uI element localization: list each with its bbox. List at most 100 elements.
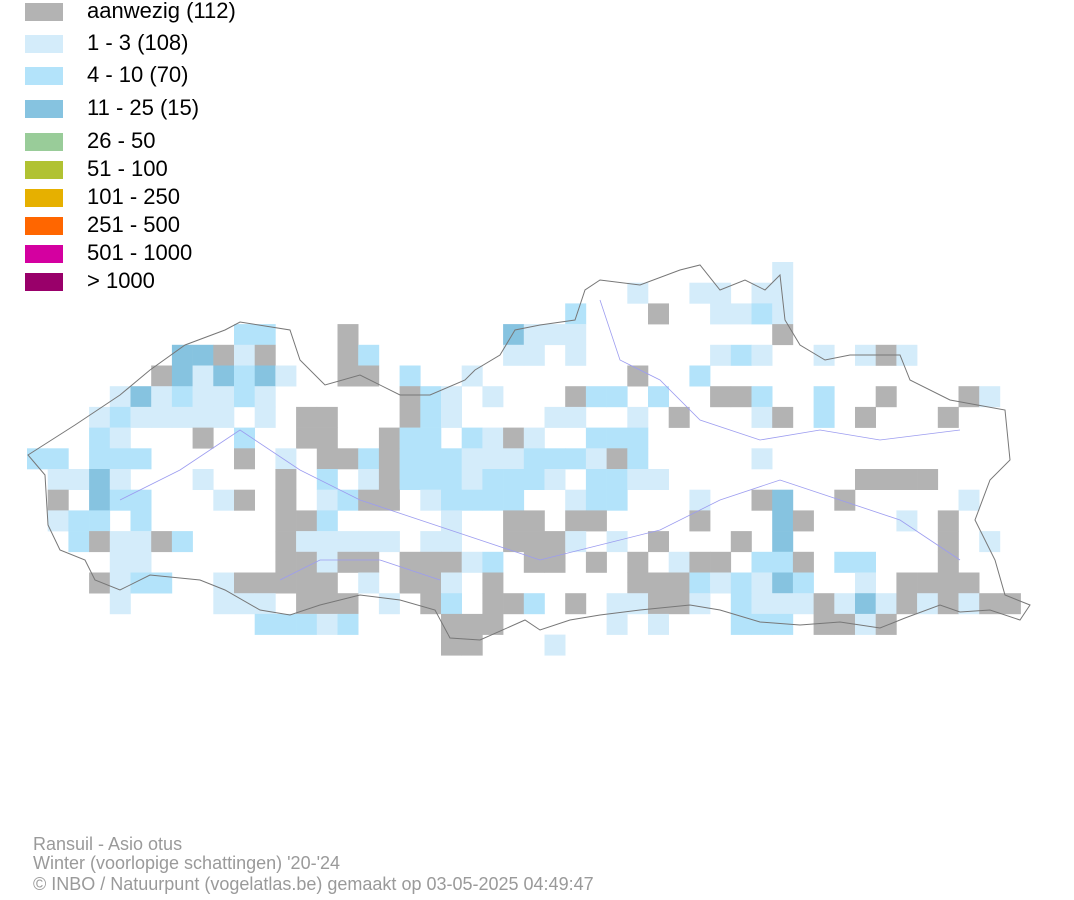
grid-cell	[275, 531, 297, 553]
grid-cell	[896, 344, 918, 366]
grid-cell	[565, 406, 587, 428]
grid-cell	[875, 469, 897, 490]
grid-cell	[544, 551, 566, 573]
grid-cell	[565, 303, 587, 325]
grid-cell	[627, 282, 649, 304]
grid-cell	[855, 469, 876, 490]
grid-cell	[606, 427, 628, 449]
grid-cell	[585, 551, 607, 573]
grid-cell	[503, 324, 525, 346]
legend-label: 51 - 100	[87, 156, 168, 181]
legend-swatch	[25, 100, 63, 118]
grid-cell	[130, 510, 152, 532]
grid-cell	[296, 510, 318, 532]
grid-cell	[772, 593, 794, 615]
grid-cell	[503, 448, 525, 470]
grid-cell	[89, 510, 111, 532]
grid-cell	[47, 469, 69, 490]
grid-cell	[689, 510, 711, 532]
grid-cell	[565, 324, 587, 346]
grid-cell	[565, 344, 587, 366]
grid-cell	[358, 489, 380, 511]
legend-label: 501 - 1000	[87, 240, 192, 265]
grid-cell	[296, 531, 318, 553]
grid-cell	[937, 531, 959, 553]
grid-cell	[855, 572, 876, 594]
grid-cell	[999, 593, 1021, 615]
grid-cell	[441, 593, 462, 615]
grid-cell	[89, 531, 111, 553]
grid-cell	[254, 324, 276, 346]
grid-cell	[896, 510, 918, 532]
grid-cell	[192, 386, 214, 408]
grid-cell	[834, 593, 856, 615]
legend-swatch	[25, 273, 63, 291]
grid-cell	[213, 344, 235, 366]
grid-cell	[730, 593, 752, 615]
grid-cell	[813, 593, 835, 615]
grid-cell	[585, 427, 607, 449]
grid-cell	[337, 489, 359, 511]
grid-cell	[503, 489, 525, 511]
grid-cell	[420, 448, 442, 470]
grid-cell	[316, 551, 338, 573]
legend-label: > 1000	[87, 268, 155, 293]
grid-cell	[171, 531, 193, 553]
grid-cell	[441, 634, 462, 656]
grid-cell	[461, 469, 483, 490]
grid-cell	[109, 448, 131, 470]
legend-label: 11 - 25 (15)	[87, 95, 199, 120]
grid-cell	[730, 344, 752, 366]
grid-cell	[461, 634, 483, 656]
grid-cell	[378, 448, 400, 470]
legend-label: 251 - 500	[87, 212, 180, 237]
grid-cell	[958, 386, 980, 408]
grid-cell	[171, 406, 193, 428]
grid-cell	[979, 593, 1001, 615]
grid-cell	[441, 613, 462, 635]
legend-swatch	[25, 161, 63, 179]
grid-cell	[254, 593, 276, 615]
grid-cell	[482, 613, 504, 635]
grid-cell	[482, 551, 504, 573]
grid-cell	[751, 303, 773, 325]
grid-cell	[544, 406, 566, 428]
grid-cell	[130, 386, 152, 408]
grid-cell	[710, 344, 732, 366]
grid-cell	[337, 448, 359, 470]
grid-cell	[710, 551, 732, 573]
grid-cell	[441, 469, 462, 490]
grid-cell	[751, 551, 773, 573]
grid-cell	[875, 613, 897, 635]
grid-cell	[358, 469, 380, 490]
grid-cell	[523, 448, 545, 470]
grid-cell	[772, 406, 794, 428]
footer-species: Ransuil - Asio otus	[33, 834, 182, 854]
grid-cell	[275, 613, 297, 635]
grid-cell	[337, 613, 359, 635]
grid-cell	[275, 572, 297, 594]
grid-cell	[730, 531, 752, 553]
grid-cell	[668, 551, 690, 573]
footer-credit: © INBO / Natuurpunt (vogelatlas.be) gema…	[33, 874, 594, 894]
grid-cell	[565, 531, 587, 553]
grid-cell	[751, 489, 773, 511]
grid-cell	[130, 572, 152, 594]
grid-cell	[337, 324, 359, 346]
grid-cell	[627, 406, 649, 428]
grid-cell	[751, 448, 773, 470]
grid-cell	[151, 386, 173, 408]
grid-cell	[337, 531, 359, 553]
grid-cell	[234, 386, 255, 408]
grid-cell	[585, 469, 607, 490]
grid-cell	[523, 469, 545, 490]
grid-cell	[565, 593, 587, 615]
grid-cell	[47, 448, 69, 470]
grid-cell	[648, 613, 669, 635]
grid-cell	[254, 572, 276, 594]
grid-cell	[606, 469, 628, 490]
grid-cell	[275, 551, 297, 573]
grid-cell	[772, 531, 794, 553]
grid-cell	[689, 593, 711, 615]
legend-swatch	[25, 3, 63, 21]
